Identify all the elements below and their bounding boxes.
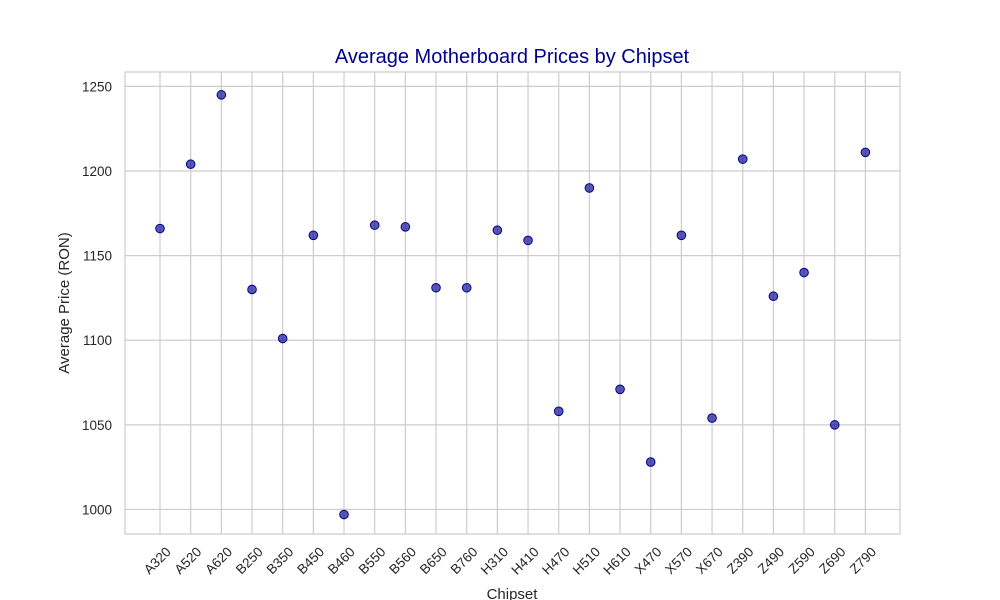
- x-tick-label: Z490: [755, 544, 787, 576]
- x-axis-ticks: A320A520A620B250B350B450B460B550B560B650…: [141, 544, 879, 577]
- data-point-x570: [676, 230, 687, 241]
- data-point-a620: [216, 90, 227, 100]
- data-point-b760: [461, 282, 472, 293]
- y-tick-label: 1150: [83, 249, 112, 264]
- plot-area-frame: [124, 71, 901, 535]
- data-points: [155, 90, 871, 520]
- x-tick-label: X670: [693, 544, 726, 577]
- x-axis-label: Chipset: [487, 586, 539, 600]
- y-axis-ticks: 1000 1050 1100 1150 1200 1250: [82, 79, 112, 517]
- data-point-b460: [339, 509, 349, 520]
- y-tick-label: 1200: [82, 164, 112, 179]
- x-tick-label: H310: [478, 544, 511, 577]
- x-tick-label: B250: [233, 544, 266, 577]
- y-tick-label: 1250: [82, 79, 112, 94]
- x-tick-label: B650: [417, 544, 450, 577]
- data-point-b550: [369, 220, 380, 230]
- x-tick-label: A520: [172, 544, 205, 577]
- data-point-z590: [799, 267, 809, 278]
- x-tick-label: Z690: [816, 544, 848, 576]
- data-point-z690: [829, 420, 840, 430]
- data-point-b350: [277, 333, 288, 344]
- data-point-b250: [247, 284, 257, 295]
- y-tick-label: 1000: [82, 502, 112, 517]
- chart-title: Average Motherboard Prices by Chipset: [335, 46, 690, 68]
- x-tick-label: H610: [600, 544, 633, 577]
- x-tick-label: Z790: [847, 544, 879, 576]
- x-tick-label: B560: [386, 544, 419, 577]
- grid-lines: [125, 72, 900, 534]
- data-point-x670: [707, 413, 717, 423]
- y-tick-label: 1100: [83, 333, 112, 348]
- x-tick-label: A620: [202, 544, 235, 577]
- data-point-b560: [400, 222, 411, 232]
- x-tick-label: B550: [356, 544, 389, 577]
- y-axis-label: Average Price (RON): [56, 232, 73, 373]
- data-point-h470: [553, 406, 564, 417]
- x-tick-label: X570: [662, 544, 695, 577]
- data-point-z790: [860, 147, 871, 158]
- x-tick-label: Z390: [724, 544, 756, 576]
- data-point-x470: [645, 457, 656, 467]
- x-tick-label: B450: [294, 544, 327, 577]
- data-point-a320: [155, 223, 165, 234]
- x-tick-label: B760: [448, 544, 481, 577]
- y-tick-label: 1050: [82, 418, 112, 433]
- data-point-h510: [584, 183, 595, 193]
- x-tick-label: X470: [632, 544, 665, 577]
- data-point-h410: [523, 235, 533, 246]
- x-tick-label: H410: [508, 544, 541, 577]
- x-tick-label: H470: [539, 544, 572, 577]
- data-point-b650: [431, 282, 441, 293]
- data-point-z490: [768, 291, 779, 302]
- x-tick-label: B460: [325, 544, 358, 577]
- x-tick-label: Z590: [786, 544, 818, 576]
- data-point-a520: [185, 159, 196, 170]
- x-tick-label: B350: [264, 544, 297, 577]
- data-point-h310: [492, 225, 503, 236]
- data-point-z390: [737, 154, 748, 164]
- x-tick-label: A320: [141, 544, 174, 577]
- data-point-b450: [308, 230, 319, 241]
- data-point-h610: [615, 384, 625, 395]
- x-tick-label: H510: [570, 544, 603, 577]
